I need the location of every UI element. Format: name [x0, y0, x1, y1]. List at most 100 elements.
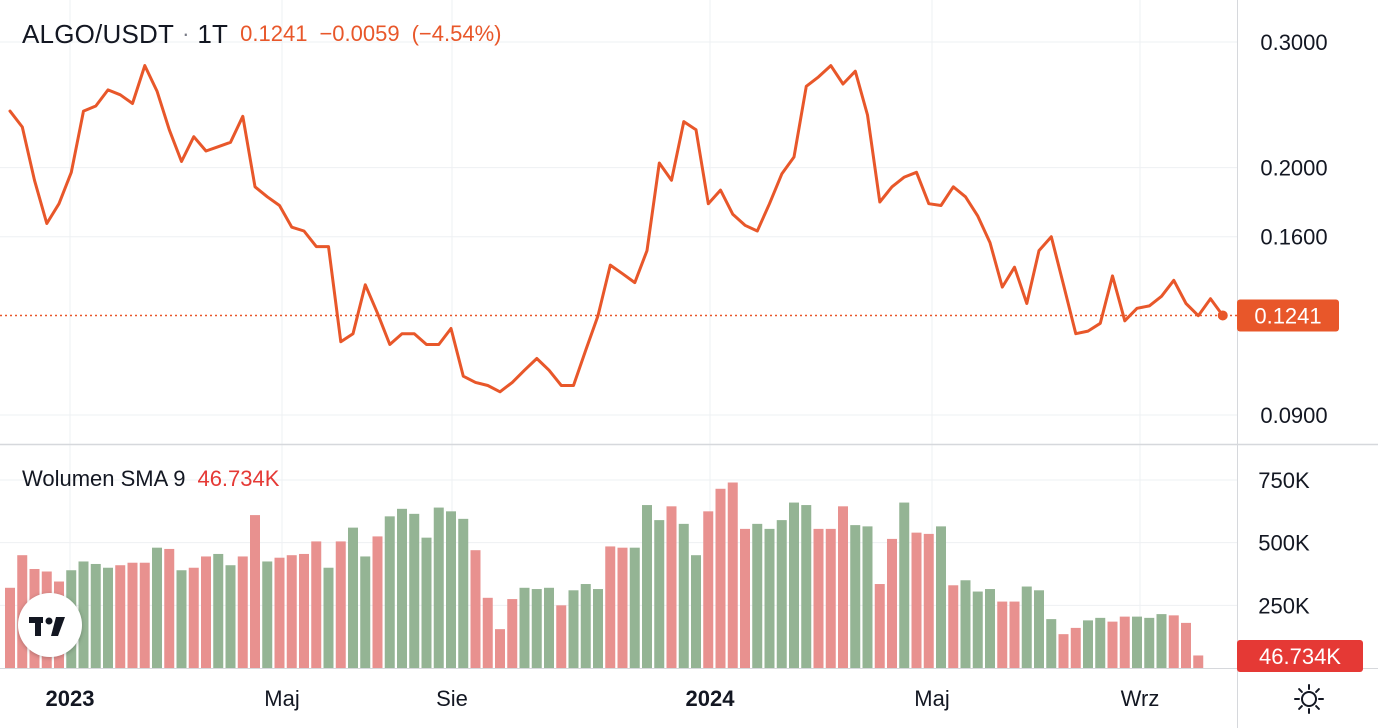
price-change-percent: (−4.54%) — [411, 21, 502, 46]
price-tick-label: 0.2000 — [1260, 156, 1327, 181]
last-price-marker — [1217, 310, 1228, 321]
volume-bar — [421, 537, 432, 668]
volume-bar — [789, 502, 799, 668]
volume-bar — [409, 513, 420, 668]
volume-bar — [666, 506, 677, 668]
volume-bar — [629, 547, 640, 668]
volume-bar — [740, 528, 750, 668]
volume-bar — [923, 533, 934, 668]
symbol-legend[interactable]: ALGO/USDT · 1T 0.1241 −0.0059 (−4.54%) — [22, 16, 501, 52]
volume-bar — [1058, 634, 1069, 668]
volume-bar — [115, 565, 126, 668]
price-series — [0, 64, 1237, 394]
volume-tick-label: 500K — [1258, 531, 1310, 556]
volume-bar — [642, 505, 652, 668]
volume-bar — [1119, 616, 1130, 668]
volume-bar — [936, 526, 946, 668]
price-line — [8, 64, 1225, 394]
volume-bar — [911, 532, 922, 668]
volume-bar — [262, 561, 273, 668]
interval-label[interactable]: 1T — [197, 18, 229, 49]
volume-bar — [752, 523, 763, 668]
volume-bar — [458, 518, 469, 668]
volume-bar — [850, 525, 861, 668]
volume-bar — [1070, 627, 1081, 668]
volume-bar — [838, 506, 848, 668]
volume-bar — [972, 591, 983, 668]
volume-bar — [1021, 586, 1032, 668]
volume-bar — [568, 590, 579, 668]
volume-bar — [960, 580, 971, 668]
volume-bar — [1095, 617, 1106, 668]
volume-bar — [948, 585, 959, 668]
volume-bar — [213, 553, 224, 668]
volume-bar — [201, 556, 211, 668]
volume-bar — [654, 520, 665, 668]
volume-bar — [127, 562, 138, 668]
volume-bar — [764, 528, 775, 668]
volume-bar — [176, 570, 187, 668]
time-tick-label: 2024 — [686, 686, 736, 711]
volume-bar — [1144, 617, 1155, 668]
volume-bar — [335, 541, 346, 668]
volume-bar — [90, 563, 101, 668]
volume-bar — [507, 599, 518, 668]
volume-bar — [237, 556, 248, 668]
volume-bar — [188, 567, 199, 668]
volume-bar — [617, 547, 628, 668]
volume-bar — [5, 587, 15, 668]
volume-bar — [299, 553, 309, 668]
volume-bar — [1193, 655, 1204, 668]
volume-bar — [164, 548, 175, 668]
last-price-label: 0.1241 — [1254, 303, 1321, 328]
volume-bar — [605, 546, 616, 668]
volume-tick-label: 250K — [1258, 593, 1310, 618]
gear-icon[interactable] — [1292, 682, 1326, 716]
volume-bar — [678, 523, 689, 668]
volume-bar — [1083, 620, 1093, 668]
tradingview-logo-icon[interactable] — [18, 593, 82, 657]
last-price: 0.1241 — [240, 21, 308, 46]
volume-bar — [593, 589, 603, 668]
symbol-name[interactable]: ALGO/USDT — [22, 18, 175, 49]
volume-bar — [1009, 601, 1020, 668]
volume-bar — [397, 508, 407, 668]
volume-bar — [887, 538, 897, 668]
volume-bar — [152, 547, 162, 668]
price-tick-label: 0.0900 — [1260, 403, 1327, 428]
volume-bar — [531, 589, 542, 668]
volume-bar — [862, 526, 873, 668]
volume-bar — [1132, 616, 1142, 668]
volume-bar — [495, 629, 505, 668]
volume-bar — [372, 536, 383, 668]
volume-bar — [384, 516, 395, 668]
price-tick-label: 0.1600 — [1260, 225, 1327, 250]
volume-bar — [1107, 621, 1118, 668]
last-price-label-bg — [1237, 299, 1339, 332]
volume-indicator-name[interactable]: Wolumen SMA 9 — [22, 466, 186, 491]
volume-bar — [323, 567, 334, 668]
volume-bar — [703, 511, 714, 668]
volume-bar — [360, 556, 371, 668]
volume-indicator-value: 46.734K — [197, 466, 280, 491]
volume-bar — [776, 520, 787, 668]
volume-legend[interactable]: Wolumen SMA 9 46.734K — [22, 462, 279, 496]
volume-tick-label: 750K — [1258, 468, 1310, 493]
volume-bar — [311, 541, 322, 668]
volume-bar — [433, 507, 444, 668]
volume-bar — [519, 587, 530, 668]
volume-bar — [78, 561, 89, 668]
volume-bar — [250, 515, 260, 668]
volume-bar — [813, 528, 824, 668]
volume-bar — [348, 527, 358, 668]
time-tick-label: Sie — [436, 686, 468, 711]
time-tick-label: Maj — [264, 686, 299, 711]
last-volume-label-bg — [1237, 640, 1363, 672]
volume-bar — [1168, 615, 1179, 668]
volume-bar — [556, 605, 567, 668]
volume-bar — [446, 511, 456, 668]
price-change: −0.0059 — [319, 21, 400, 46]
volume-bar — [727, 482, 738, 668]
